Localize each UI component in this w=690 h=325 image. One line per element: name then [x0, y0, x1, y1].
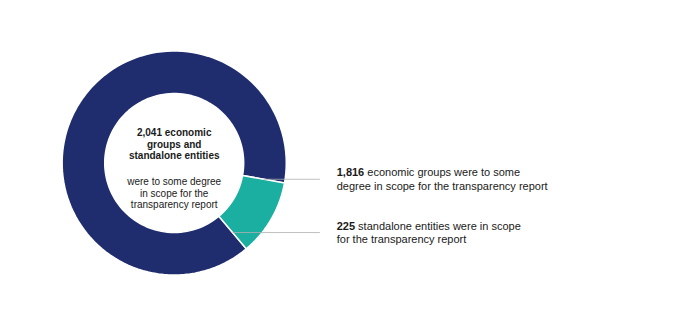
svg-text:economic groups were to some: economic groups were to some — [367, 166, 520, 178]
svg-text:for the transparency report: for the transparency report — [337, 233, 467, 245]
svg-text:1,816: 1,816 — [337, 166, 365, 178]
svg-text:2,041 economicgroups andstanda: 2,041 economicgroups andstandalone entit… — [129, 127, 220, 161]
svg-text:standalone entities were in sc: standalone entities were in scope — [358, 220, 521, 232]
svg-text:225: 225 — [337, 220, 355, 232]
svg-text:were to some degreein scope fo: were to some degreein scope for thetrans… — [126, 176, 221, 210]
svg-text:degree in scope for the transp: degree in scope for the transparency rep… — [337, 180, 548, 192]
